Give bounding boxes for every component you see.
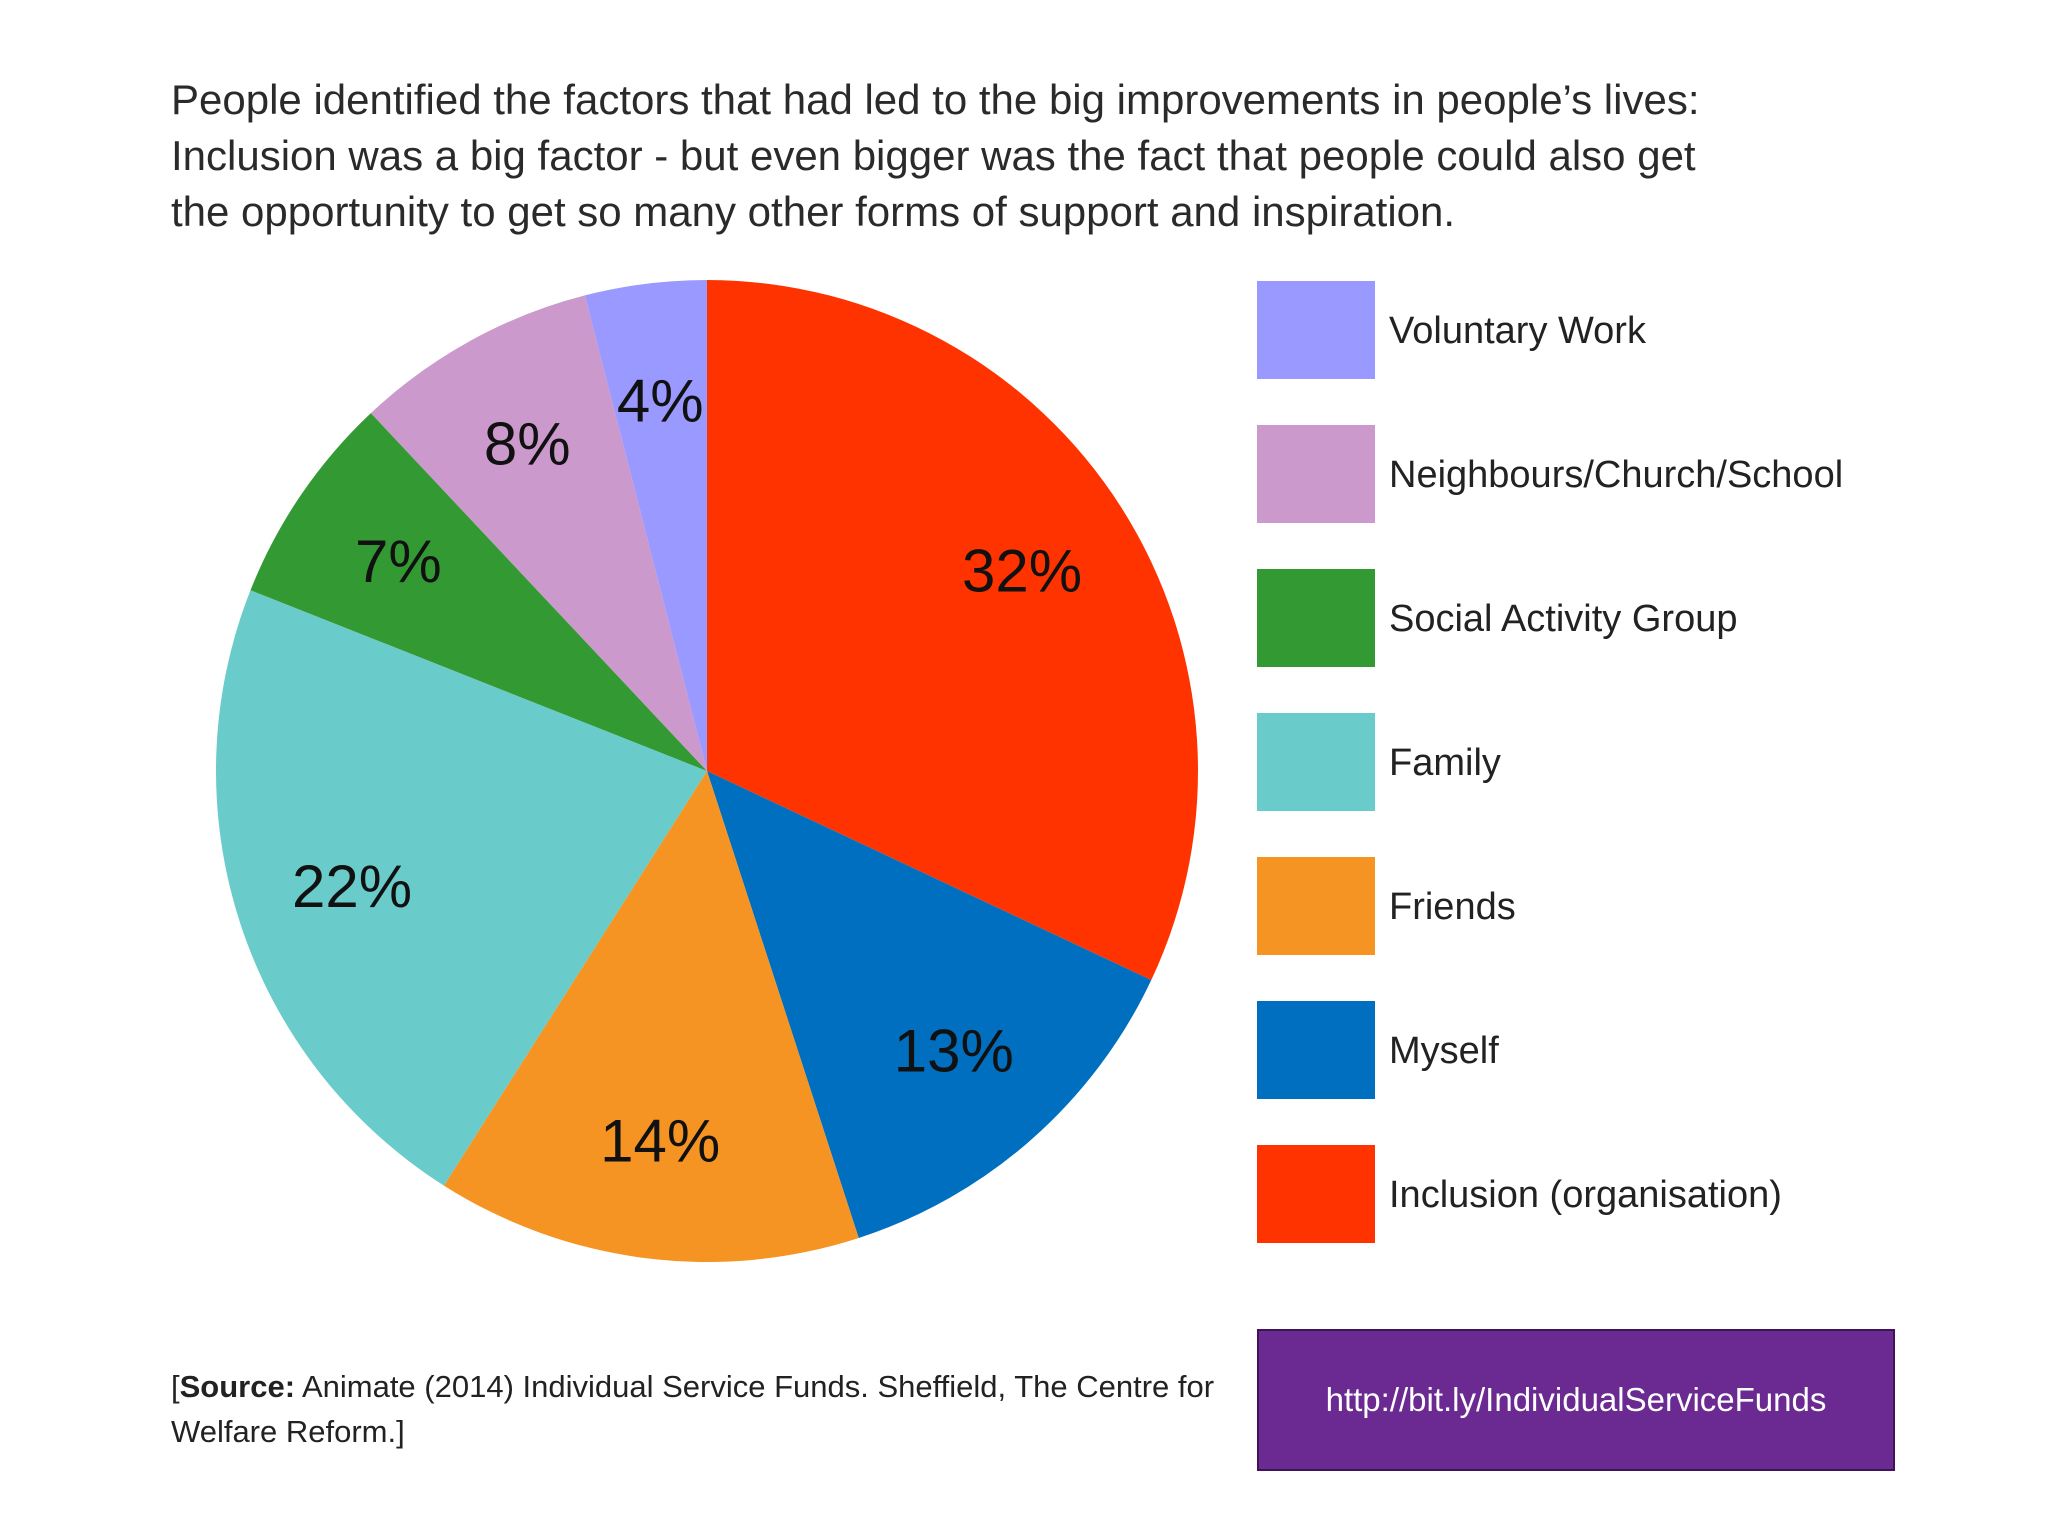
legend-label-neighbours-church-school: Neighbours/Church/School [1389,454,1844,496]
legend-swatch-family [1257,713,1375,811]
legend-label-myself: Myself [1389,1030,1499,1072]
pie-slice-social-activity-group [250,413,708,771]
pie-slice-voluntary-work [584,280,707,771]
pie-data-label-neighbours-church-school: 8% [484,411,571,478]
legend-label-social-activity-group: Social Activity Group [1389,598,1738,640]
headline-line-3: the opportunity to get so many other for… [171,188,1456,235]
pie-slices [215,280,1199,1263]
legend-swatch-neighbours-church-school [1257,425,1375,523]
legend-label-inclusion-organisation: Inclusion (organisation) [1389,1174,1782,1216]
legend-item-inclusion-organisation: Inclusion (organisation) [1257,1145,1977,1245]
legend-item-myself: Myself [1257,1001,1977,1101]
legend-item-voluntary-work: Voluntary Work [1257,281,1977,381]
pie-slice-neighbours-church-school [370,295,707,771]
pie-data-label-family: 22% [292,853,412,920]
legend-label-friends: Friends [1389,886,1516,928]
source-link-text: http://bit.ly/IndividualServiceFunds [1325,1381,1827,1418]
pie-slice-family [215,590,707,1186]
legend-item-family: Family [1257,713,1977,813]
source-text: Animate (2014) Individual Service Funds.… [171,1369,1215,1449]
source-citation: [Source: Animate (2014) Individual Servi… [171,1364,1241,1454]
legend-item-neighbours-church-school: Neighbours/Church/School [1257,425,1977,525]
legend-label-voluntary-work: Voluntary Work [1389,310,1646,352]
pie-data-label-voluntary-work: 4% [617,367,704,434]
source-label: Source: [179,1369,296,1404]
legend-label-family: Family [1389,742,1501,784]
legend-swatch-myself [1257,1001,1375,1099]
chart-headline: People identified the factors that had l… [171,72,1891,240]
legend-swatch-inclusion-organisation [1257,1145,1375,1243]
pie-slice-inclusion-organisation [707,280,1199,981]
headline-line-2: Inclusion was a big factor - but even bi… [171,132,1696,179]
legend-swatch-social-activity-group [1257,569,1375,667]
pie-data-label-friends: 14% [600,1108,720,1175]
legend-item-social-activity-group: Social Activity Group [1257,569,1977,669]
legend-swatch-friends [1257,857,1375,955]
pie-data-label-myself: 13% [894,1017,1014,1084]
pie-labels: 32% 13% 14% 22% 7% 8% 4% [292,367,1082,1174]
pie-data-label-social-activity-group: 7% [355,528,442,595]
legend-item-friends: Friends [1257,857,1977,957]
legend-swatch-voluntary-work [1257,281,1375,379]
headline-line-1: People identified the factors that had l… [171,76,1700,123]
source-open-bracket: [ [171,1369,180,1404]
pie-slice-myself [707,771,1152,1238]
pie-data-label-inclusion-organisation: 32% [962,538,1082,605]
source-link-button[interactable]: http://bit.ly/IndividualServiceFunds [1257,1329,1895,1471]
pie-slice-friends [443,771,859,1263]
